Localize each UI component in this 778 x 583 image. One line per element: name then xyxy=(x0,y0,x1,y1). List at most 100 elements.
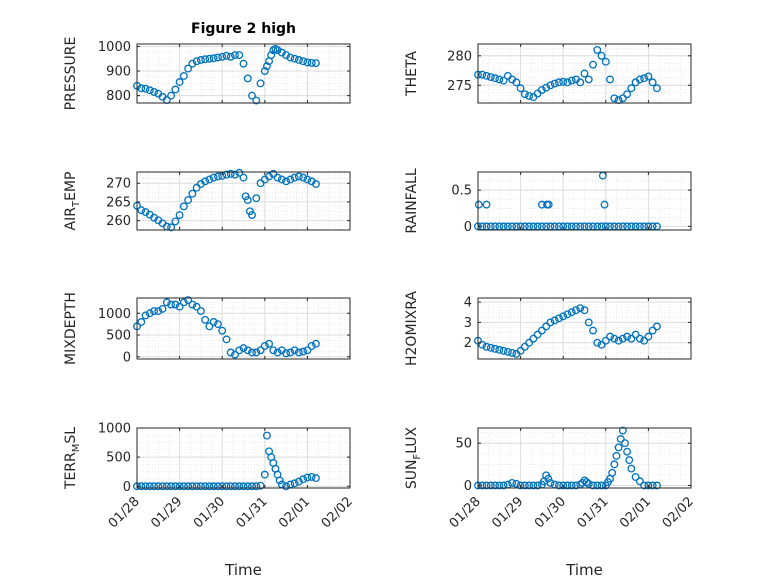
data-point xyxy=(158,304,167,313)
data-point xyxy=(252,96,261,105)
data-point xyxy=(635,334,644,343)
data-point xyxy=(256,481,265,490)
data-point xyxy=(137,206,146,215)
data-point xyxy=(269,346,278,355)
data-point xyxy=(627,334,636,343)
data-point xyxy=(218,52,227,61)
data-point xyxy=(303,473,312,482)
data-point xyxy=(218,482,227,491)
data-point xyxy=(239,59,248,68)
data-point xyxy=(482,342,491,351)
data-point xyxy=(282,349,291,358)
data-point xyxy=(640,336,649,345)
data-point xyxy=(141,311,150,320)
y-tick-label: 0 xyxy=(123,350,131,365)
data-point xyxy=(213,53,222,62)
data-point xyxy=(201,482,210,491)
data-point xyxy=(154,482,163,491)
pressure-axes: 800 900 1000 PRESSURE Figure 2 high xyxy=(63,21,351,111)
data-point xyxy=(597,481,606,490)
x-tick-label: 01/28 xyxy=(447,494,484,531)
data-point xyxy=(307,472,316,481)
data-point xyxy=(582,478,591,487)
data-point xyxy=(286,53,295,62)
data-point xyxy=(608,468,617,477)
data-point xyxy=(576,78,585,87)
pressure-ylabel: PRESSURE xyxy=(63,37,79,111)
data-point xyxy=(299,347,308,356)
data-point xyxy=(563,310,572,319)
rainfall-ylabel: RAINFALL xyxy=(404,168,420,233)
data-point xyxy=(589,60,597,69)
data-point xyxy=(635,477,644,486)
data-point xyxy=(618,334,627,343)
data-point xyxy=(512,479,521,488)
data-point xyxy=(307,341,316,350)
data-point xyxy=(205,175,214,184)
data-point xyxy=(196,482,205,491)
data-point xyxy=(239,344,248,353)
data-point xyxy=(584,75,593,84)
data-point xyxy=(235,51,244,60)
data-point xyxy=(222,482,231,491)
data-point xyxy=(239,173,248,182)
data-point xyxy=(303,58,312,67)
data-point xyxy=(525,338,534,347)
y-tick-label: 270 xyxy=(106,177,131,192)
data-point xyxy=(625,456,634,465)
data-point xyxy=(597,51,606,60)
y-tick-label: 0.5 xyxy=(451,184,472,199)
data-point xyxy=(601,336,610,345)
data-point xyxy=(235,346,244,355)
data-point xyxy=(550,316,559,325)
terr_msl-ylabel: TERRMSL xyxy=(63,427,82,490)
data-point xyxy=(499,481,508,490)
x-tick-label: 02/01 xyxy=(276,494,313,531)
data-point xyxy=(294,172,303,181)
y-tick-label: 265 xyxy=(106,195,131,210)
y-tick-label: 0 xyxy=(464,220,472,235)
data-point xyxy=(623,447,632,456)
data-point xyxy=(179,482,188,491)
data-point xyxy=(201,315,210,324)
data-point xyxy=(265,339,274,348)
data-point xyxy=(644,332,653,341)
axes-box xyxy=(477,43,692,104)
axes-box xyxy=(136,427,351,489)
data-point xyxy=(606,75,615,84)
data-point xyxy=(627,464,636,473)
data-point xyxy=(175,302,184,311)
data-point xyxy=(209,318,218,326)
data-point xyxy=(311,180,320,188)
mixdepth-ylabel: MIXDEPTH xyxy=(63,292,79,365)
data-point xyxy=(175,211,184,219)
data-point xyxy=(593,481,602,490)
data-point xyxy=(640,74,649,83)
data-point xyxy=(171,300,180,309)
data-point xyxy=(311,474,320,483)
data-point xyxy=(520,342,529,351)
y-tick-label: 4 xyxy=(464,296,472,311)
y-tick-label: 0 xyxy=(464,479,472,494)
data-point xyxy=(495,481,504,490)
data-point xyxy=(529,334,538,343)
data-point xyxy=(209,482,218,491)
data-point xyxy=(652,481,661,490)
data-point xyxy=(252,348,261,357)
data-point xyxy=(606,332,615,341)
data-point xyxy=(226,482,235,491)
data-point xyxy=(262,431,271,440)
data-point xyxy=(482,71,491,80)
data-point xyxy=(610,334,619,343)
data-point xyxy=(508,348,517,357)
data-point xyxy=(158,482,167,491)
data-point xyxy=(209,173,218,182)
x-tick-label: 01/29 xyxy=(148,494,185,531)
data-point xyxy=(529,481,538,490)
data-point xyxy=(491,481,499,490)
data-point xyxy=(499,76,508,85)
data-point xyxy=(512,78,521,87)
data-point xyxy=(294,56,303,64)
data-point xyxy=(621,439,629,448)
